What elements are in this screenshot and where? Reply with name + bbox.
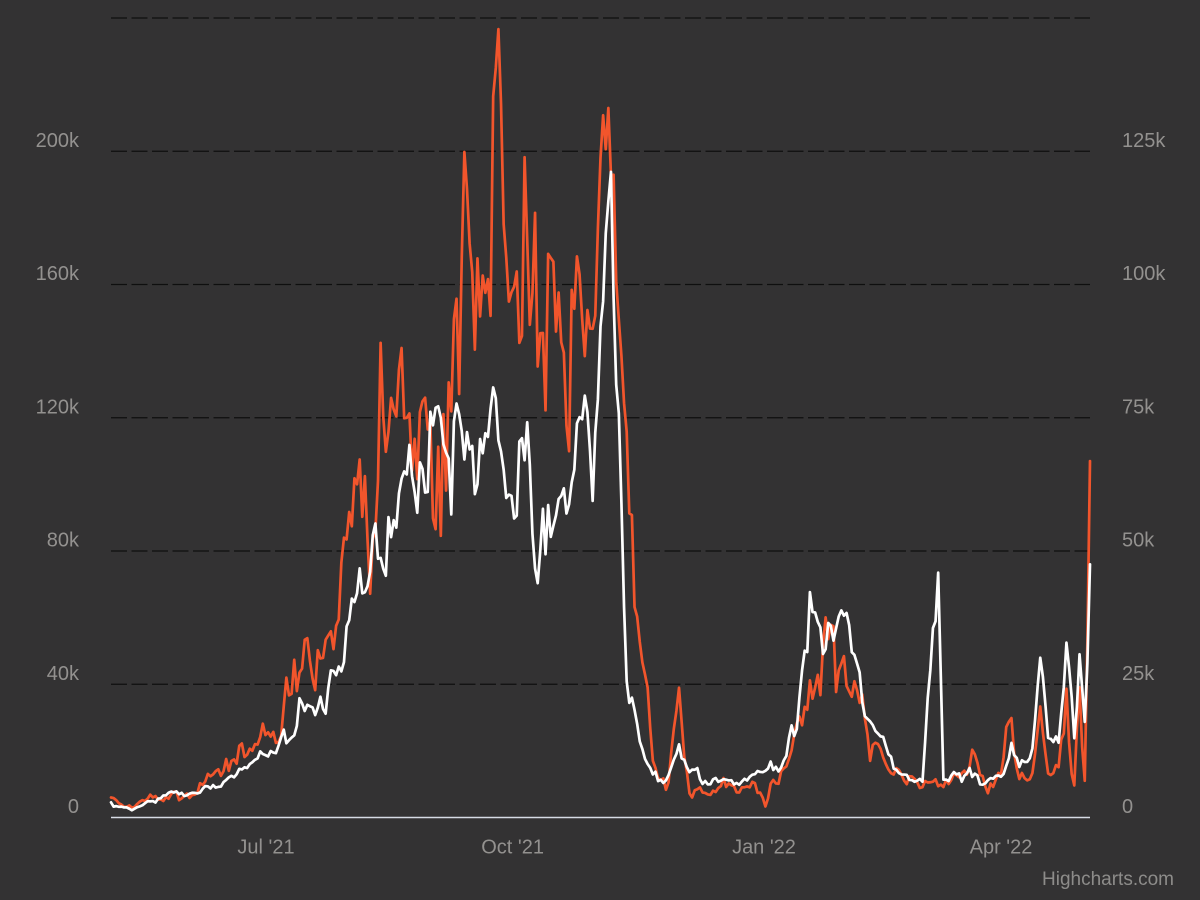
svg-text:0: 0 (68, 796, 79, 818)
svg-text:Apr '22: Apr '22 (970, 837, 1033, 859)
svg-text:Oct '21: Oct '21 (481, 837, 544, 859)
svg-text:25k: 25k (1122, 663, 1155, 685)
svg-text:Jan '22: Jan '22 (732, 837, 796, 859)
svg-text:200k: 200k (36, 130, 80, 152)
svg-text:0: 0 (1122, 796, 1133, 818)
svg-text:40k: 40k (47, 663, 80, 685)
svg-text:160k: 160k (36, 263, 80, 285)
svg-text:100k: 100k (1122, 263, 1166, 285)
svg-text:50k: 50k (1122, 530, 1155, 552)
svg-text:125k: 125k (1122, 130, 1166, 152)
svg-text:Jul '21: Jul '21 (237, 837, 294, 859)
svg-text:80k: 80k (47, 530, 80, 552)
svg-text:120k: 120k (36, 396, 80, 418)
svg-text:75k: 75k (1122, 396, 1155, 418)
